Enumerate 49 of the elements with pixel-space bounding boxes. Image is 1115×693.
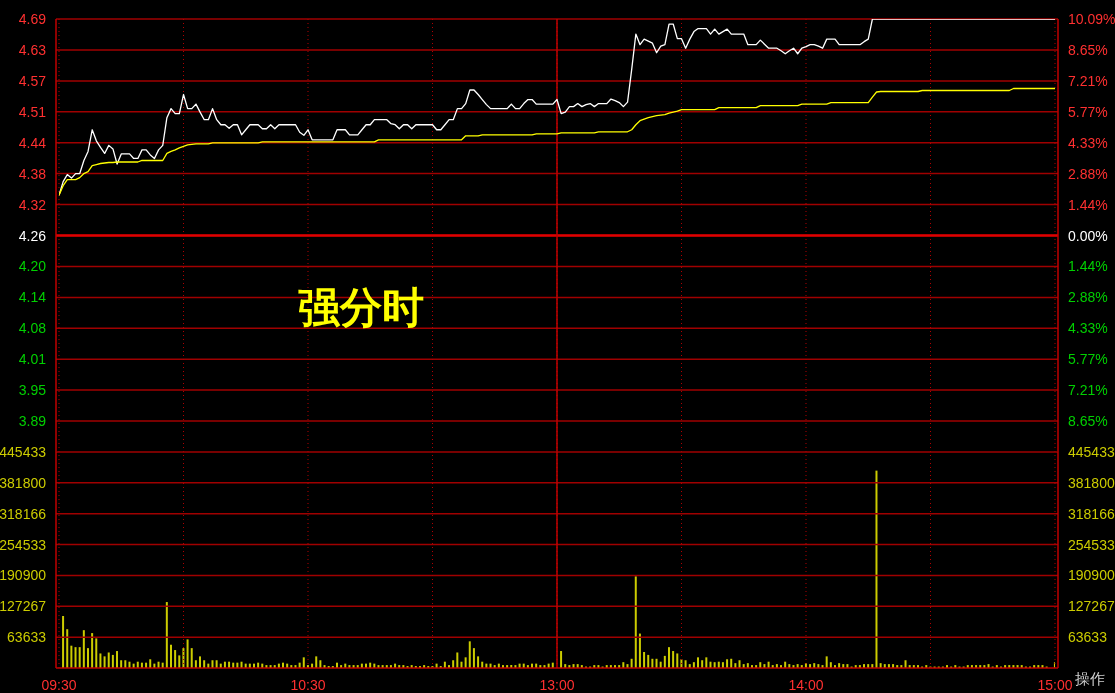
y2-tick-label: 7.21% — [1068, 72, 1108, 89]
y2-tick-label: 190900 — [1068, 567, 1115, 584]
y-tick-label: 4.26 — [18, 227, 47, 244]
y-tick-label: 254533 — [0, 536, 47, 553]
y-tick-label: 4.69 — [18, 11, 47, 27]
y-tick-label: 63633 — [7, 629, 47, 646]
y2-tick-label: 63633 — [1068, 629, 1108, 646]
y2-tick-label: 381800 — [1068, 474, 1115, 491]
y-tick-label: 4.01 — [18, 351, 47, 368]
y-tick-label: 318166 — [0, 505, 47, 522]
y2-tick-label: 127267 — [1068, 598, 1115, 615]
y2-tick-label: 2.88% — [1068, 289, 1108, 306]
y-tick-label: 4.38 — [18, 165, 47, 182]
x-tick-label: 14:00 — [788, 677, 824, 693]
y2-tick-label: 1.44% — [1068, 258, 1108, 275]
y-tick-label: 4.32 — [18, 196, 47, 213]
x-tick-label: 09:30 — [41, 677, 77, 693]
y-tick-label: 381800 — [0, 474, 47, 491]
y-tick-label: 445433 — [0, 444, 47, 460]
y2-tick-label: 2.88% — [1068, 165, 1108, 182]
y2-tick-label: 0.00% — [1068, 227, 1108, 244]
y2-tick-label: 7.21% — [1068, 382, 1108, 399]
y2-tick-label: 1.44% — [1068, 196, 1108, 213]
y-tick-label: 190900 — [0, 567, 47, 584]
y2-tick-label: 5.77% — [1068, 351, 1108, 368]
x-tick-label: 15:00 — [1037, 677, 1073, 693]
y-tick-label: 3.95 — [18, 382, 47, 399]
y2-tick-label: 8.65% — [1068, 41, 1108, 58]
y-tick-label: 4.14 — [18, 289, 47, 306]
y2-tick-label: 254533 — [1068, 536, 1115, 553]
x-tick-label: 10:30 — [290, 677, 326, 693]
text: 操作 — [1075, 670, 1105, 689]
y-tick-label: 4.51 — [18, 103, 47, 120]
x-tick-label: 13:00 — [539, 677, 575, 693]
y-tick-label: 127267 — [0, 598, 47, 615]
y2-tick-label: 5.77% — [1068, 103, 1108, 120]
y-tick-label: 3.89 — [18, 413, 47, 430]
y2-tick-label: 318166 — [1068, 505, 1115, 522]
y-tick-label: 4.57 — [18, 72, 47, 89]
y-tick-label: 4.63 — [18, 41, 47, 58]
y2-tick-label: 4.33% — [1068, 134, 1108, 151]
y2-tick-label: 445433 — [1068, 444, 1115, 460]
y-tick-label: 4.44 — [18, 134, 47, 151]
y-tick-label: 4.08 — [18, 320, 47, 337]
y2-tick-label: 10.09% — [1068, 11, 1115, 27]
y-tick-label: 4.20 — [18, 258, 47, 275]
y2-tick-label: 4.33% — [1068, 320, 1108, 337]
y2-tick-label: 8.65% — [1068, 413, 1108, 430]
annotation: 强分时 — [298, 282, 424, 334]
